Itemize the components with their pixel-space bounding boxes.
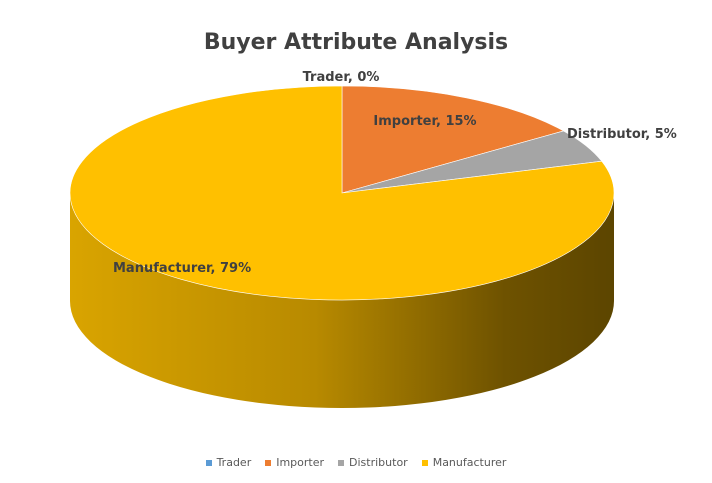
legend: Trader Importer Distributor Manufacturer (0, 456, 712, 469)
data-label-trader: Trader, 0% (303, 70, 380, 85)
legend-item-trader: Trader (205, 456, 252, 469)
legend-label-manufacturer: Manufacturer (432, 456, 507, 469)
slice-side-manufacturer (70, 193, 614, 408)
data-label-importer: Importer, 15% (373, 114, 476, 129)
slice-importer (341, 85, 565, 194)
pie-top-slices (69, 85, 615, 301)
legend-swatch-distributor (338, 459, 345, 466)
slice-manufacturer (69, 85, 615, 301)
legend-swatch-trader (205, 459, 212, 466)
legend-label-distributor: Distributor (349, 456, 408, 469)
data-label-distributor: Distributor, 5% (567, 127, 677, 142)
chart-title: Buyer Attribute Analysis (203, 30, 509, 55)
legend-item-manufacturer: Manufacturer (421, 456, 507, 469)
data-label-manufacturer: Manufacturer, 79% (113, 261, 251, 276)
legend-item-distributor: Distributor (338, 456, 408, 469)
legend-label-importer: Importer (276, 456, 325, 469)
pie-side-walls (70, 193, 614, 408)
legend-swatch-manufacturer (421, 459, 428, 466)
legend-label-trader: Trader (216, 456, 252, 469)
legend-swatch-importer (265, 459, 272, 466)
legend-item-importer: Importer (265, 456, 324, 469)
pie-data-labels: Trader, 0% Importer, 15% Distributor, 5% Ma… (113, 70, 677, 276)
